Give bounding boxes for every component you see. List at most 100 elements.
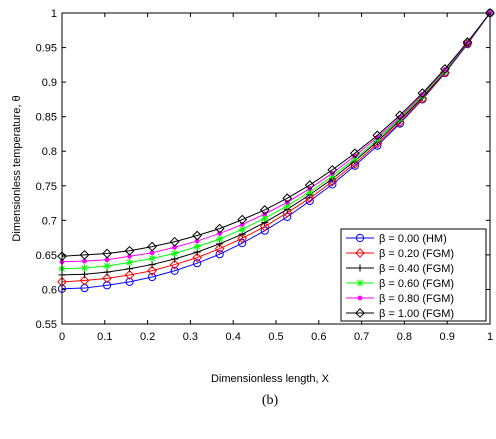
y-axis-label: Dimensionless temperature, θ	[11, 95, 23, 241]
y-tick-label: 0.7	[42, 215, 57, 227]
x-tick-label: 0.9	[440, 331, 455, 343]
data-point	[103, 268, 111, 276]
y-tick-label: 1	[51, 8, 57, 20]
y-tick-label: 0.95	[36, 43, 57, 55]
data-point	[79, 275, 90, 286]
y-tick-label: 0.6	[42, 284, 57, 296]
x-tick-label: 0.3	[183, 331, 198, 343]
series-line	[61, 12, 491, 263]
data-point	[394, 110, 405, 121]
legend: β = 0.00 (HM) β = 0.20 (FGM) β = 0.40 (FGM…	[340, 228, 487, 322]
series-line	[61, 12, 491, 270]
x-tick-label: 0.7	[354, 331, 369, 343]
series-1	[57, 8, 495, 287]
data-point	[417, 88, 428, 99]
legend-marker	[355, 233, 365, 243]
x-tick-label: 0.4	[226, 331, 241, 343]
legend-entry: β = 0.80 (FGM)	[346, 293, 454, 305]
data-point	[147, 241, 158, 252]
legend-entry: β = 0.00 (HM)	[346, 233, 447, 245]
data-point	[80, 264, 89, 272]
data-point	[216, 235, 224, 243]
x-tick-label: 0.5	[268, 331, 283, 343]
data-point	[125, 265, 134, 273]
data-point	[349, 148, 360, 159]
data-point	[214, 243, 225, 254]
data-point	[80, 270, 89, 278]
legend-marker	[355, 308, 365, 318]
data-point	[283, 202, 291, 210]
data-point	[349, 158, 360, 169]
data-point	[237, 214, 248, 225]
data-point	[102, 273, 112, 284]
legend-entry: β = 0.60 (FGM)	[346, 278, 454, 290]
data-point	[214, 223, 225, 234]
data-point	[306, 188, 314, 196]
data-point	[329, 170, 335, 176]
legend-entry: β = 0.20 (FGM)	[346, 248, 454, 260]
data-point	[193, 259, 202, 268]
x-tick-label: 0	[59, 331, 65, 343]
data-point	[102, 281, 112, 290]
series-5	[57, 8, 495, 262]
data-point	[259, 205, 270, 215]
legend-marker	[357, 295, 363, 301]
legend-label: β = 0.00 (HM)	[379, 233, 447, 245]
data-point	[192, 230, 203, 241]
data-point	[103, 262, 111, 270]
x-tick-label: 0.8	[397, 331, 412, 343]
data-point	[124, 270, 135, 280]
axis-layer: 0 0.1 0.2 0.3 0.4 0.5 0.6 0.7 0.8 0.9 1 0.55 0.6 0.65…	[36, 8, 493, 343]
data-point	[125, 277, 134, 286]
legend-label: β = 0.60 (FGM)	[379, 278, 454, 290]
data-point	[307, 186, 313, 191]
data-point	[462, 38, 473, 49]
data-point	[327, 164, 338, 175]
y-tick-label: 0.85	[36, 112, 57, 124]
series-line	[61, 12, 491, 276]
data-point	[170, 266, 179, 275]
y-tick-label: 0.55	[36, 319, 57, 331]
plot-frame	[61, 12, 491, 325]
x-tick-label: 1	[487, 331, 493, 343]
x-tick-label: 0.6	[311, 331, 326, 343]
legend-marker	[355, 248, 365, 258]
data-point	[372, 130, 383, 141]
data-point	[148, 260, 156, 269]
data-point	[237, 233, 248, 244]
data-point	[169, 236, 180, 247]
data-point	[102, 248, 112, 259]
legend-label: β = 0.20 (FGM)	[379, 248, 454, 260]
x-tick-label: 0.2	[140, 331, 155, 343]
x-axis-label: Dimensionless length, X	[211, 373, 330, 385]
legend-marker	[356, 264, 364, 272]
legend-entry: β = 0.40 (FGM)	[346, 263, 454, 275]
data-point	[304, 180, 315, 190]
data-point	[215, 250, 224, 259]
data-point	[192, 252, 203, 263]
data-point	[127, 253, 133, 259]
data-point	[193, 242, 201, 251]
data-point	[351, 155, 359, 163]
legend-label: β = 0.80 (FGM)	[379, 293, 454, 305]
data-point	[125, 258, 134, 267]
data-point	[194, 238, 200, 244]
data-point	[147, 272, 157, 282]
figure-caption: (b)	[262, 393, 279, 408]
y-tick-label: 0.75	[36, 181, 57, 193]
data-point	[261, 214, 269, 222]
legend-box	[340, 228, 487, 322]
data-point	[171, 249, 179, 258]
data-point	[238, 239, 247, 248]
data-point	[282, 193, 293, 204]
data-point	[124, 245, 135, 256]
data-point	[147, 265, 158, 276]
data-point	[172, 244, 178, 250]
data-point	[169, 259, 180, 270]
data-point	[328, 172, 336, 180]
y-tick-label: 0.65	[36, 250, 57, 262]
data-point	[259, 221, 270, 232]
y-tick-label: 0.8	[42, 146, 57, 158]
legend-entry: β = 1.00 (FGM)	[346, 308, 454, 320]
